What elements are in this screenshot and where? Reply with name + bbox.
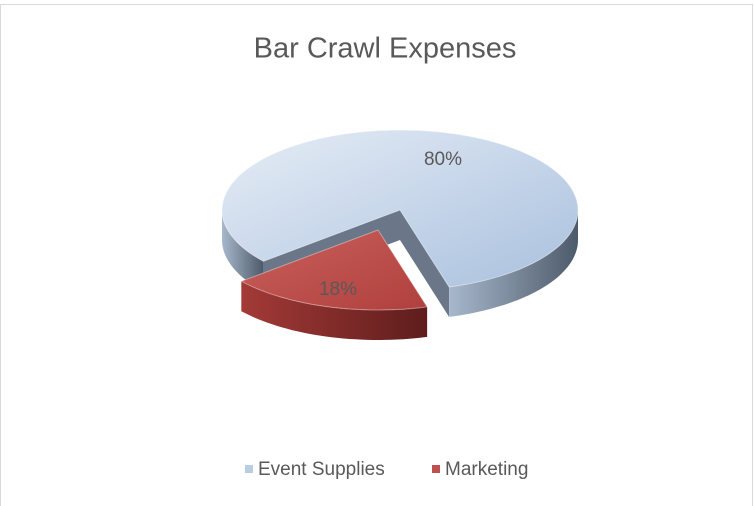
legend-marker [432, 465, 440, 473]
slice [221, 129, 579, 288]
slice-side [241, 281, 428, 340]
data-label: 80% [424, 149, 462, 170]
slice-side [449, 210, 578, 317]
chart-border [0, 4, 753, 506]
labels: 80% 18% [319, 149, 462, 300]
legend-label: Event Supplies [258, 459, 385, 480]
chart-title: Bar Crawl Expenses [254, 33, 517, 65]
legend-marker [245, 465, 253, 473]
legend-label: Marketing [445, 459, 528, 480]
data-label: 18% [319, 279, 357, 300]
pie [221, 129, 579, 340]
slice [240, 229, 428, 311]
slice-side [222, 210, 264, 292]
slice-cut-face [400, 210, 450, 317]
legend: Event Supplies Marketing [245, 459, 528, 480]
